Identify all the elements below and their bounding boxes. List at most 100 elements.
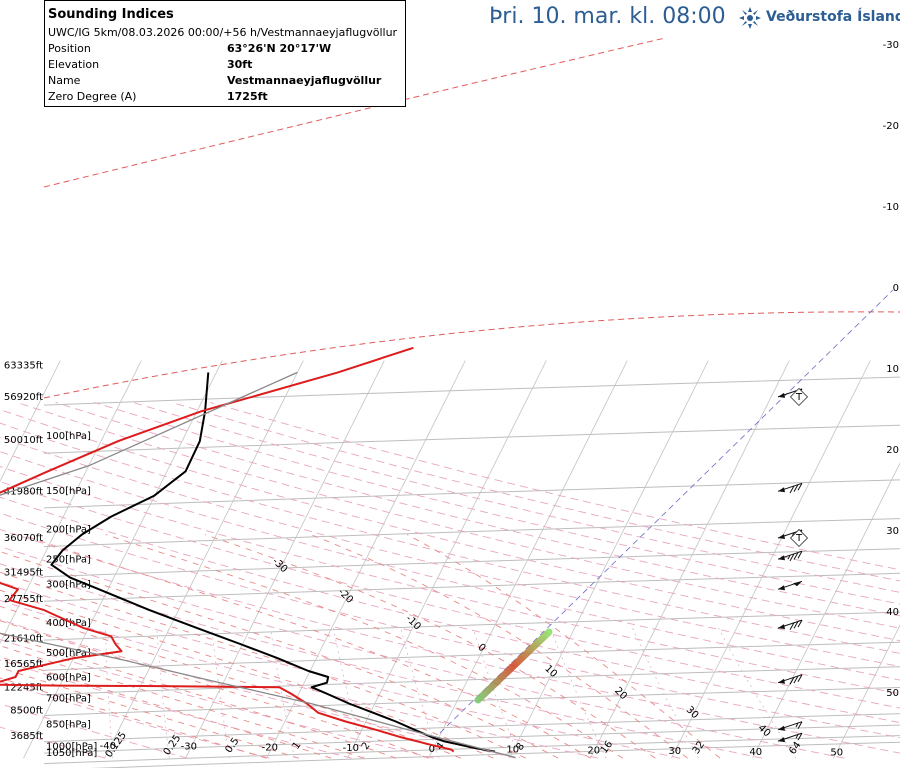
right-axis-label: 20 <box>886 445 899 456</box>
wind-barb <box>777 674 803 685</box>
dry-adiabat-line <box>0 512 900 739</box>
pressure-label: 250[hPa] <box>46 555 91 566</box>
wind-barb-flag <box>793 552 799 560</box>
moist-adiabat-line <box>0 645 364 759</box>
sounding-profiles <box>0 346 553 759</box>
isobar-line <box>43 479 900 509</box>
reference-isoline <box>43 311 900 399</box>
isotherm-label: 40 <box>749 747 762 758</box>
isotherm-line <box>0 360 61 483</box>
mixing-ratio-label: 1 <box>291 740 304 752</box>
info-value: 1725ft <box>227 90 268 103</box>
height-label: 12245ft <box>4 683 43 694</box>
right-axis-label: 0 <box>893 283 899 294</box>
parcel-band <box>474 628 553 704</box>
wind-barb-flag <box>795 734 799 739</box>
dry-adiabat-line <box>0 451 900 681</box>
dry-adiabat-line <box>0 703 188 759</box>
dry-adiabat-line <box>0 726 106 759</box>
info-row-elevation: Elevation 30ft <box>48 58 405 74</box>
dry-adiabat-line <box>0 481 900 709</box>
isotherm-label: -30 <box>181 742 197 753</box>
pressure-label: 300[hPa] <box>46 579 91 590</box>
isotherm-line <box>428 360 628 759</box>
isotherm-label: 20 <box>587 745 600 756</box>
wind-barb-head <box>778 624 785 630</box>
isotherm-line <box>23 360 223 759</box>
isotherm-inline-label: -20 <box>336 587 355 606</box>
wind-barb-flag <box>793 621 799 629</box>
height-label: 36070ft <box>4 533 43 544</box>
dry-adiabat-line <box>0 563 763 759</box>
right-axis-label: 40 <box>886 607 899 618</box>
wind-barb-flag <box>793 675 799 684</box>
isotherm-label: -10 <box>343 743 359 754</box>
info-label: Elevation <box>48 58 100 71</box>
height-label: 16565ft <box>4 659 43 670</box>
parcel-profile-line <box>0 371 516 759</box>
dry-adiabat-line <box>0 639 434 759</box>
moist-adiabat-line <box>204 534 656 759</box>
right-axis-label: 50 <box>886 688 899 699</box>
isotherm-label: 10 <box>506 745 519 756</box>
isotherm-line <box>752 462 900 759</box>
isotherm-label: 0 <box>429 744 435 755</box>
wind-barb-flag <box>787 554 791 560</box>
moist-adiabat-line <box>0 620 429 759</box>
isotherm-line <box>104 360 304 759</box>
info-row-zero-degree: Zero Degree (A) 1725ft <box>48 90 405 106</box>
info-value: 63°26'N 20°17'W <box>227 42 332 55</box>
tropopause-label: T <box>795 392 803 403</box>
right-axis-label: -30 <box>883 40 899 51</box>
wind-barb-flag <box>789 622 795 631</box>
isobar-line <box>43 713 900 743</box>
model-run-line: UWC/IG 5km/08.03.2026 00:00/+56 h/Vestma… <box>48 26 398 39</box>
wind-barb-flag <box>797 721 803 729</box>
info-title: Sounding Indices <box>48 7 174 22</box>
moist-adiabat-line <box>0 633 397 759</box>
height-label: 3685ft <box>10 731 43 742</box>
isotherm-line <box>0 360 142 645</box>
height-label: 27755ft <box>4 594 43 605</box>
height-label: 63335ft <box>4 360 43 371</box>
mixing-ratio-line <box>400 628 440 759</box>
isotherm-line <box>833 624 900 759</box>
dry-adiabat-line <box>0 599 599 759</box>
dry-adiabat-line <box>0 465 900 695</box>
wind-barb-flag <box>793 484 799 492</box>
isobar-line <box>43 666 900 696</box>
height-label: 8500ft <box>10 705 43 716</box>
wind-barb-pennant <box>793 581 802 587</box>
isobar-line <box>43 724 900 754</box>
isotherm-inline-label: -30 <box>270 556 289 575</box>
dry-adiabat-line <box>0 409 900 642</box>
dry-adiabat-line <box>55 401 900 617</box>
wind-barb <box>777 732 803 743</box>
isobar-line <box>43 548 900 578</box>
isotherm-label: -20 <box>262 743 278 754</box>
isotherm-label: 30 <box>668 746 681 757</box>
info-label: Zero Degree (A) <box>48 90 137 103</box>
wind-barb-flag <box>797 619 803 628</box>
info-label: Name <box>48 74 81 87</box>
diagram-tick-labels: 1000[hPa]1050[hPa] 850[hPa] 700[hPa] 600[hP… <box>4 40 899 760</box>
valid-datetime: Þri. 10. mar. kl. 08:00 <box>489 4 726 29</box>
mixing-ratio-line <box>156 628 170 759</box>
wind-barb-flag <box>789 553 795 562</box>
pressure-label: 1000[hPa] <box>46 742 97 753</box>
wind-barb <box>777 550 803 562</box>
isotherm-line <box>590 360 790 759</box>
isobar-line <box>89 741 900 768</box>
wind-barb-head <box>778 737 785 743</box>
pressure-label: 600[hPa] <box>46 673 91 684</box>
dry-adiabat-line <box>0 422 900 654</box>
wind-barb-head <box>778 487 785 493</box>
wind-barb <box>777 580 803 591</box>
info-label: Position <box>48 42 91 55</box>
isotherm-inline-label: 20 <box>612 685 629 702</box>
isobar-line <box>43 611 900 641</box>
mixing-ratio-label: 2 <box>360 740 373 752</box>
wind-barb-flag <box>797 483 803 491</box>
